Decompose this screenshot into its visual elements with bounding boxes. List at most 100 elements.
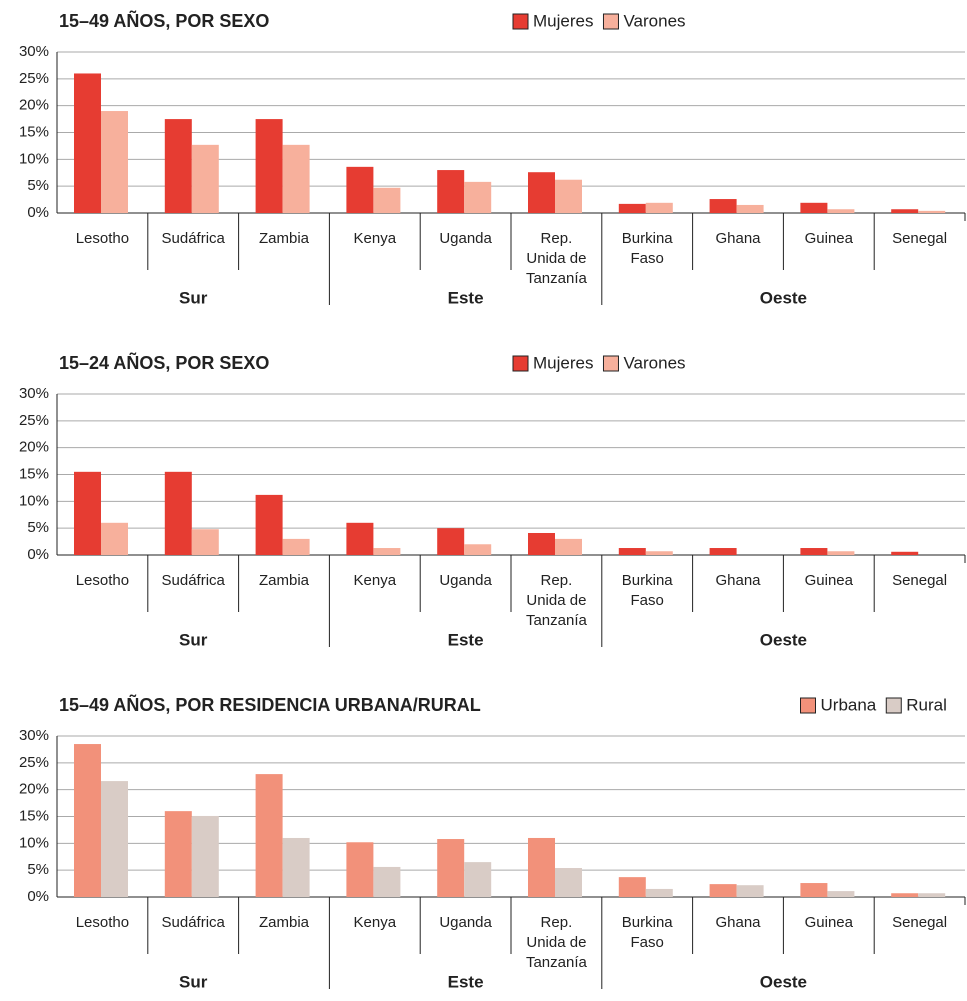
legend-swatch xyxy=(885,697,902,714)
x-tick-label: Guinea xyxy=(805,572,854,589)
x-tick-label: Burkina Faso xyxy=(622,230,674,267)
y-tick-label: 5% xyxy=(27,861,49,878)
x-tick-label: Zambia xyxy=(259,572,310,589)
y-tick-label: 20% xyxy=(19,97,49,114)
x-tick-label: Kenya xyxy=(354,572,397,589)
y-tick-label: 10% xyxy=(19,150,49,167)
bar xyxy=(528,837,555,897)
bar xyxy=(618,548,646,555)
bar xyxy=(918,893,946,897)
bar xyxy=(555,868,582,897)
y-tick-label: 25% xyxy=(19,754,49,771)
bar xyxy=(346,522,374,555)
bar xyxy=(282,144,310,213)
bar xyxy=(891,551,919,555)
y-tick-label: 0% xyxy=(27,546,49,563)
bar xyxy=(736,204,764,213)
bar xyxy=(891,209,919,213)
y-tick-label: 5% xyxy=(27,519,49,536)
legend-swatch xyxy=(512,13,529,30)
bar xyxy=(255,119,283,213)
group-label: Oeste xyxy=(760,972,807,991)
group-label: Este xyxy=(448,630,484,649)
group-label: Oeste xyxy=(760,630,807,649)
x-tick-label: Kenya xyxy=(354,914,397,931)
bar xyxy=(101,781,128,897)
x-tick-label: Burkina Faso xyxy=(622,914,674,951)
bar xyxy=(464,544,492,555)
legend-swatch xyxy=(602,355,619,372)
group-label: Sur xyxy=(179,630,208,649)
y-tick-label: 0% xyxy=(27,888,49,905)
bar xyxy=(346,166,374,213)
bar xyxy=(827,891,855,897)
group-label: Sur xyxy=(179,288,208,307)
y-tick-label: 15% xyxy=(19,123,49,140)
bar xyxy=(464,181,492,213)
bar xyxy=(918,210,946,213)
bar xyxy=(373,548,401,555)
x-tick-label: Lesotho xyxy=(76,230,129,247)
legend-swatch xyxy=(602,13,619,30)
x-tick-label: Senegal xyxy=(892,572,947,589)
bar xyxy=(191,144,219,213)
x-tick-label: Senegal xyxy=(892,914,947,931)
bar xyxy=(800,548,828,555)
bar xyxy=(528,172,555,213)
y-tick-label: 30% xyxy=(19,43,49,60)
bar xyxy=(709,884,737,897)
bar xyxy=(437,170,465,213)
x-tick-label: Ghana xyxy=(715,914,761,931)
chart-title: 15–49 AÑOS, POR RESIDENCIA URBANA/RURAL xyxy=(59,694,481,715)
legend-label: Varones xyxy=(623,353,685,372)
bar xyxy=(800,202,828,213)
chart-title: 15–24 AÑOS, POR SEXO xyxy=(59,352,269,373)
bar xyxy=(827,551,855,555)
y-tick-label: 5% xyxy=(27,177,49,194)
x-tick-label: Uganda xyxy=(439,914,492,931)
bar xyxy=(709,548,737,555)
bar xyxy=(736,885,764,897)
group-label: Este xyxy=(448,288,484,307)
bar xyxy=(191,529,219,555)
x-tick-label: Sudáfrica xyxy=(162,230,226,247)
x-tick-label: Rep. Unida de Tanzanía xyxy=(526,914,588,971)
group-label: Este xyxy=(448,972,484,991)
bar xyxy=(645,202,673,213)
y-tick-label: 0% xyxy=(27,204,49,221)
bar xyxy=(709,199,737,213)
bar xyxy=(101,522,128,555)
group-label: Oeste xyxy=(760,288,807,307)
bar xyxy=(255,774,283,897)
y-tick-label: 20% xyxy=(19,439,49,456)
x-tick-label: Kenya xyxy=(354,230,397,247)
bar xyxy=(164,471,192,555)
bar xyxy=(164,119,192,213)
legend-label: Mujeres xyxy=(533,11,593,30)
bar xyxy=(74,744,101,897)
x-tick-label: Uganda xyxy=(439,572,492,589)
x-tick-label: Zambia xyxy=(259,914,310,931)
bar xyxy=(618,877,646,897)
x-tick-label: Zambia xyxy=(259,230,310,247)
bar xyxy=(555,538,582,555)
bar xyxy=(282,538,310,555)
bar xyxy=(827,209,855,213)
bar xyxy=(191,815,219,897)
legend-swatch xyxy=(800,697,816,714)
bar xyxy=(74,471,101,555)
x-tick-label: Ghana xyxy=(715,230,761,247)
bar xyxy=(555,179,582,213)
bar xyxy=(800,883,828,897)
x-tick-label: Sudáfrica xyxy=(162,914,226,931)
x-tick-label: Ghana xyxy=(715,572,761,589)
legend-swatch xyxy=(512,355,529,372)
bar xyxy=(618,203,646,213)
bar xyxy=(101,111,128,213)
bar xyxy=(255,494,283,555)
bar xyxy=(528,532,555,555)
x-tick-label: Burkina Faso xyxy=(622,572,674,609)
x-tick-label: Senegal xyxy=(892,230,947,247)
y-tick-label: 30% xyxy=(19,727,49,744)
